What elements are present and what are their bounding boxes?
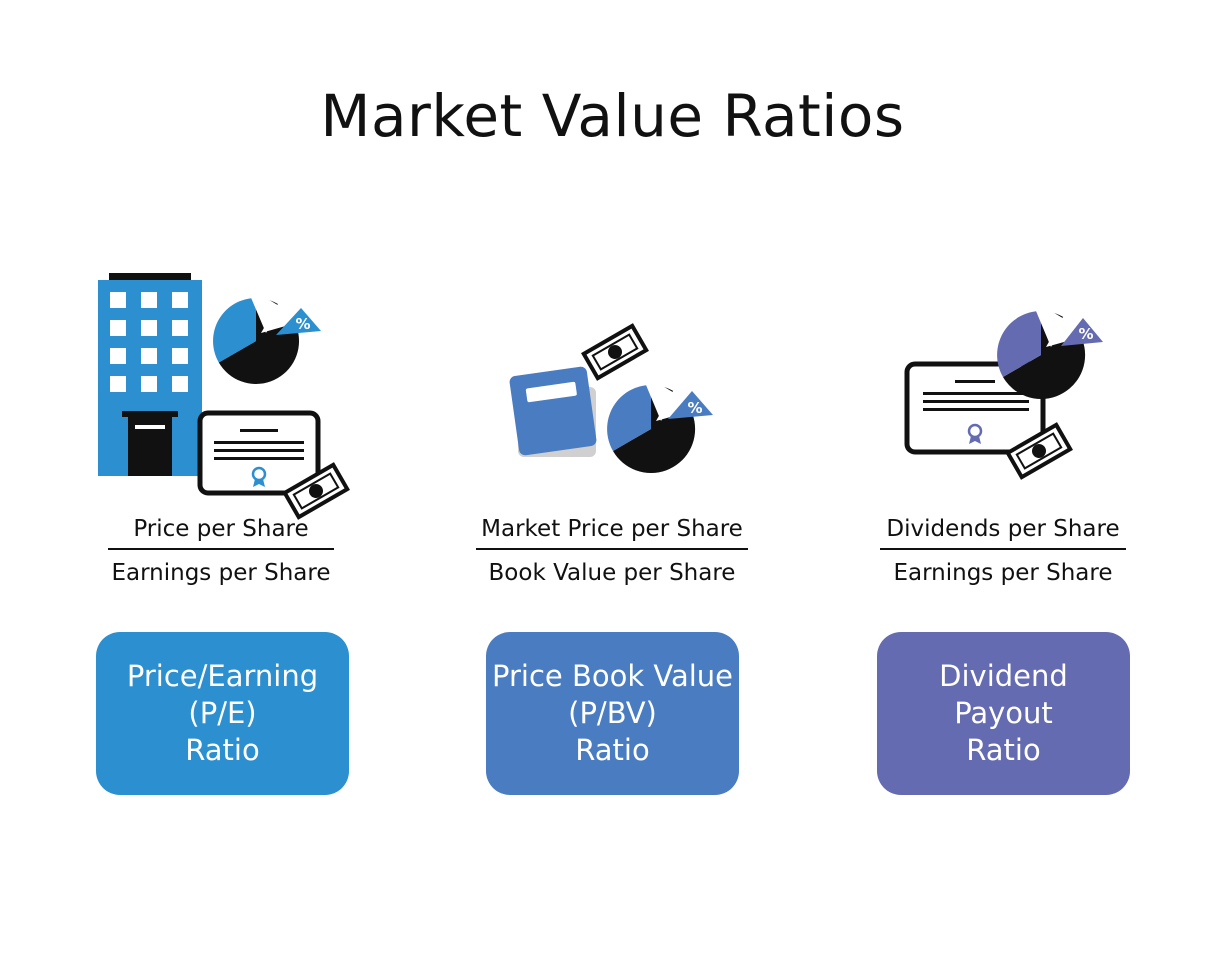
payout-fraction-line	[880, 548, 1126, 550]
percent-tag-icon: %	[276, 308, 321, 335]
banknote-icon	[282, 462, 350, 520]
banknote-icon	[1005, 422, 1073, 480]
building-icon	[98, 273, 202, 476]
percent-symbol: %	[1078, 325, 1093, 343]
pbv-ratio-badge: Price Book Value (P/BV) Ratio	[486, 632, 739, 795]
percent-tag-icon: %	[668, 391, 713, 419]
pbv-label-line-2: (P/BV)	[568, 696, 657, 730]
pbv-label-line-1: Price Book Value	[492, 659, 733, 693]
pbv-label-line-3: Ratio	[575, 733, 650, 767]
pe-denominator: Earnings per Share	[111, 560, 331, 586]
pbv-illustration: %	[509, 323, 713, 473]
payout-label-line-1: Dividend	[939, 659, 1068, 693]
payout-label-line-3: Ratio	[966, 733, 1041, 767]
pie-chart-icon	[997, 300, 1086, 399]
pbv-numerator: Market Price per Share	[481, 516, 743, 542]
pe-numerator: Price per Share	[133, 516, 309, 542]
payout-ratio-badge: Dividend Payout Ratio	[877, 632, 1130, 795]
pe-illustration: %	[98, 273, 350, 520]
pie-chart-icon	[213, 286, 300, 384]
pe-label-line-3: Ratio	[185, 733, 260, 767]
payout-numerator: Dividends per Share	[886, 516, 1120, 542]
payout-formula: Dividends per Share Earnings per Share	[880, 516, 1126, 586]
payout-denominator: Earnings per Share	[893, 560, 1113, 586]
pe-formula: Price per Share Earnings per Share	[108, 516, 334, 586]
percent-symbol: %	[295, 315, 310, 333]
payout-illustration: %	[904, 300, 1103, 480]
pe-fraction-line	[108, 548, 334, 550]
pe-label-line-1: Price/Earning	[126, 659, 319, 693]
certificate-icon	[904, 361, 1046, 455]
pe-label-line-2: (P/E)	[188, 696, 257, 730]
pie-chart-icon	[607, 373, 696, 473]
pbv-denominator: Book Value per Share	[488, 560, 736, 586]
pbv-fraction-line	[476, 548, 748, 550]
banknote-icon	[581, 323, 649, 381]
percent-symbol: %	[687, 399, 702, 417]
percent-tag-icon: %	[1061, 318, 1103, 346]
payout-label-line-2: Payout	[954, 696, 1053, 730]
page-title: Market Value Ratios	[320, 82, 905, 150]
pe-ratio-badge: Price/Earning (P/E) Ratio	[96, 632, 349, 795]
pbv-formula: Market Price per Share Book Value per Sh…	[476, 516, 748, 586]
certificate-icon	[197, 410, 321, 496]
book-icon	[509, 366, 597, 457]
